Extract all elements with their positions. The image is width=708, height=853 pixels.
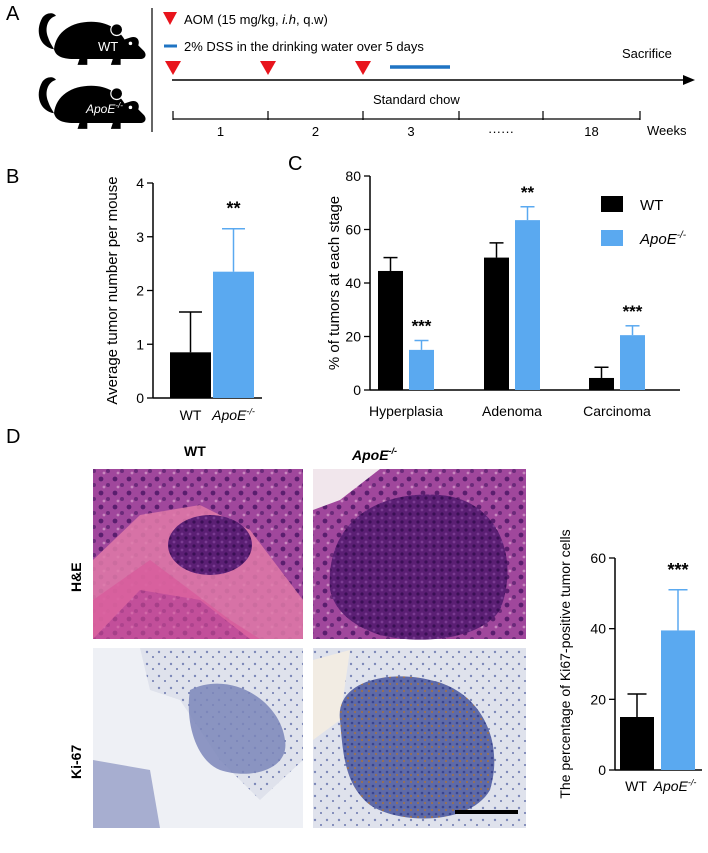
y-tick-label: 0 (136, 390, 144, 406)
panel-label-d: D (6, 426, 20, 448)
legend-aom: AOM (15 mg/kg, i.h, q.w) (184, 12, 328, 27)
timeline-panel: WT ApoE-/- AOM (15 mg/kg, i.h, q.w) 2% D… (38, 8, 695, 139)
y-tick-label: 0 (353, 382, 361, 398)
bar (620, 335, 645, 390)
micrograph-panel: WT ApoE-/- H&E Ki-67 (68, 443, 526, 828)
bar (661, 630, 695, 770)
legend-dss: 2% DSS in the drinking water over 5 days (184, 39, 424, 54)
y-tick-label: 60 (345, 222, 361, 238)
significance-mark: *** (667, 560, 688, 580)
y-tick-label: 4 (136, 175, 144, 191)
week-label: 18 (584, 124, 598, 139)
significance-mark: *** (412, 317, 432, 336)
triangle-down-icon (355, 61, 371, 75)
legend-label: WT (640, 197, 663, 214)
significance-mark: ** (226, 199, 240, 219)
y-axis-label: The percentage of Ki67-positive tumor ce… (557, 529, 573, 798)
bar (589, 377, 614, 390)
x-tick-label: Adenoma (482, 403, 542, 419)
x-tick-label: Carcinoma (583, 403, 651, 419)
legend-swatch (601, 196, 623, 212)
standard-chow-label: Standard chow (373, 92, 460, 107)
sacrifice-label: Sacrifice (622, 46, 672, 61)
significance-mark: ** (521, 183, 535, 202)
panel-label-b: B (6, 166, 19, 188)
x-tick-label: Hyperplasia (369, 403, 443, 419)
row-label-he: H&E (68, 562, 84, 592)
y-tick-label: 40 (590, 621, 606, 637)
tumor-number-chart: 0 1 2 3 4 Average tumor number per mouse WT ** A… (104, 175, 262, 423)
bar (170, 352, 211, 398)
triangle-down-icon (165, 61, 181, 75)
weeks-axis: 1 2 3 ······ 18 (172, 111, 641, 139)
legend-label: ApoE-/- (639, 230, 687, 248)
col-label-wt: WT (184, 443, 206, 459)
y-tick-label: 40 (345, 275, 361, 291)
y-tick-label: 60 (590, 550, 606, 566)
significance-mark: *** (623, 302, 643, 321)
y-axis-label: % of tumors at each stage (326, 196, 343, 370)
y-tick-label: 0 (598, 762, 606, 778)
panel-label-a: A (6, 3, 20, 25)
week-label: 2 (312, 124, 319, 139)
panel-label-c: C (288, 153, 302, 175)
mouse-apoe-label: ApoE-/- (85, 101, 123, 116)
bar (409, 349, 434, 390)
mouse-icon (38, 12, 147, 66)
week-label: 1 (217, 124, 224, 139)
bar (484, 257, 509, 390)
y-tick-label: 2 (136, 283, 144, 299)
legend-swatch (601, 230, 623, 246)
y-tick-label: 1 (136, 336, 144, 352)
y-tick-label: 20 (590, 691, 606, 707)
bar (378, 270, 403, 390)
arrow-head-icon (683, 75, 695, 85)
x-tick-label: WT (625, 778, 647, 794)
mouse-wt-label: WT (98, 39, 118, 54)
he-wt-micrograph (93, 469, 303, 639)
y-tick-label: 3 (136, 229, 144, 245)
week-label: ······ (488, 124, 514, 139)
week-label: 3 (407, 124, 414, 139)
bar (620, 717, 654, 770)
y-axis-label: Average tumor number per mouse (104, 176, 121, 404)
tumor-stage-chart: 0 20 40 60 80% of tumors at each stage *** Hyp… (326, 168, 687, 419)
ki67-percentage-chart: 0 20 40 60 The percentage of Ki67-positive t… (557, 529, 702, 799)
he-apoe-micrograph (313, 469, 526, 640)
x-tick-label: WT (180, 407, 202, 423)
row-label-ki67: Ki-67 (68, 745, 84, 779)
ki67-wt-micrograph (93, 648, 303, 828)
ki67-apoe-micrograph (313, 648, 526, 828)
x-tick-label: ApoE-/- (211, 406, 255, 423)
weeks-label: Weeks (647, 123, 687, 138)
bar (515, 220, 540, 390)
y-tick-label: 80 (345, 168, 361, 184)
y-tick-label: 20 (345, 329, 361, 345)
triangle-down-icon (260, 61, 276, 75)
col-label-apoe: ApoE-/- (351, 446, 397, 463)
triangle-down-icon (163, 12, 177, 25)
x-tick-label: ApoE-/- (653, 777, 697, 794)
bar (213, 271, 254, 398)
